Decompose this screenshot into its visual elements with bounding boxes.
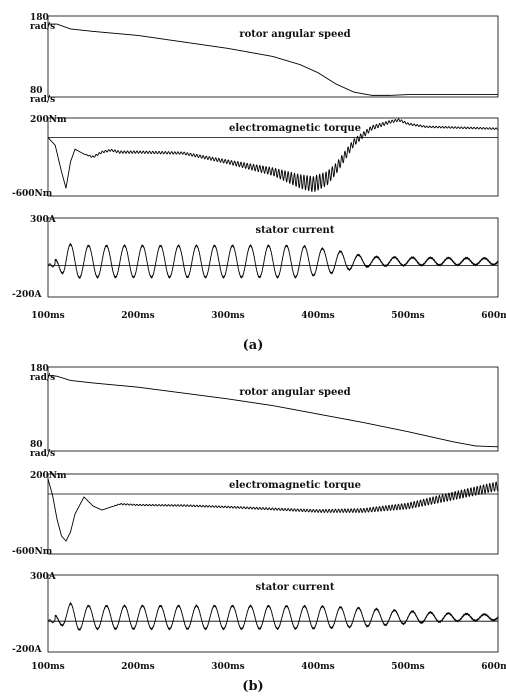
x-tick-label: 100ms xyxy=(31,311,64,321)
y-top-label: rad/s xyxy=(30,22,55,32)
panel-title: stator current xyxy=(256,225,335,236)
panel-title: electromagnetic torque xyxy=(229,123,361,134)
series-line xyxy=(48,603,498,630)
y-bottom-label: -200A xyxy=(12,645,43,655)
x-tick-label: 400ms xyxy=(301,662,334,672)
x-tick-label: 100ms xyxy=(31,662,64,672)
panel-title: stator current xyxy=(256,582,335,593)
x-tick-label: 200ms xyxy=(121,662,154,672)
x-tick-label: 600ms xyxy=(481,311,506,321)
x-tick-label: 600ms xyxy=(481,662,506,672)
y-bottom-label: -200A xyxy=(12,290,43,300)
y-bottom-label: -600Nm xyxy=(12,189,53,199)
x-tick-label: 400ms xyxy=(301,311,334,321)
y-top-label: 200Nm xyxy=(30,115,67,125)
panel-title: rotor angular speed xyxy=(239,29,350,40)
figure-caption: (b) xyxy=(242,679,263,694)
y-top-label: rad/s xyxy=(30,373,55,383)
y-bottom-label: rad/s xyxy=(30,95,55,105)
x-tick-label: 500ms xyxy=(391,662,424,672)
x-tick-label: 300ms xyxy=(211,311,244,321)
series-line xyxy=(48,244,498,278)
panel-title: rotor angular speed xyxy=(239,387,350,398)
x-tick-label: 300ms xyxy=(211,662,244,672)
figure-caption: (a) xyxy=(243,338,264,353)
x-tick-label: 500ms xyxy=(391,311,424,321)
panel-title: electromagnetic torque xyxy=(229,480,361,491)
x-tick-label: 200ms xyxy=(121,311,154,321)
y-top-label: 300A xyxy=(30,215,57,225)
y-bottom-label: -600Nm xyxy=(12,547,53,557)
y-bottom-label: rad/s xyxy=(30,449,55,459)
panel-frame xyxy=(48,367,498,451)
y-top-label: 300A xyxy=(30,572,57,582)
